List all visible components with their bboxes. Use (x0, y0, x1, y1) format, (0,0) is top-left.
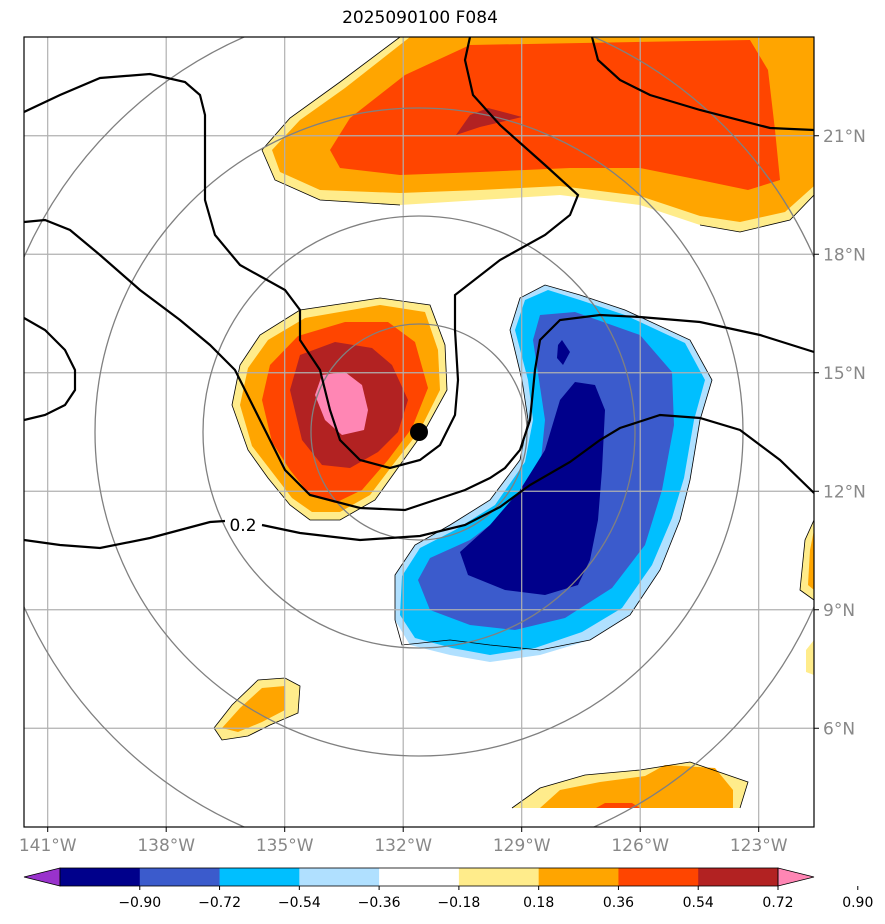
colorbar-extend-min (23, 867, 61, 887)
positive-field-patches (214, 520, 814, 808)
colorbar-label: 0.90 (842, 895, 873, 911)
colorbar-swatch (538, 868, 619, 886)
colorbar-swatch (379, 868, 460, 886)
colorbar-frame (59, 867, 779, 887)
colorbar-label: −0.54 (278, 895, 321, 911)
positive-field-core (232, 298, 447, 520)
x-tick-label: 129°W (493, 836, 551, 856)
y-tick-label: 18°N (823, 245, 866, 265)
colorbar-swatch (299, 868, 380, 886)
colorbar-swatch (698, 868, 779, 886)
colorbar: −0.90 −0.72 −0.54 −0.36 −0.18 0.18 0.36 0.54 0.7… (23, 867, 873, 911)
y-axis-ticks: 6°N 9°N 12°N 15°N 18°N 21°N (814, 127, 866, 739)
x-tick-label: 135°W (256, 836, 314, 856)
colorbar-label: 0.36 (603, 895, 634, 911)
colorbar-label: −0.36 (358, 895, 401, 911)
colorbar-swatch (139, 868, 221, 886)
y-tick-label: 9°N (823, 601, 855, 621)
storm-center-marker (410, 423, 428, 441)
colorbar-label: −0.90 (118, 895, 161, 911)
map-frame (23, 36, 815, 828)
x-tick-label: 132°W (374, 836, 432, 856)
y-tick-label: 21°N (823, 127, 866, 147)
colorbar-label: −0.72 (198, 895, 241, 911)
colorbar-swatch (219, 868, 300, 886)
y-tick-label: 6°N (823, 719, 855, 739)
colorbar-label: 0.72 (762, 895, 793, 911)
x-tick-label: 141°W (19, 836, 77, 856)
x-tick-label: 138°W (137, 836, 195, 856)
range-ring-2 (202, 215, 636, 649)
colorbar-label: 0.18 (523, 895, 554, 911)
x-tick-label: 126°W (611, 836, 669, 856)
contour-label: 0.2 (229, 516, 256, 536)
grid-lines (24, 37, 814, 827)
map-plot-area (24, 37, 814, 827)
thick-contours (24, 37, 814, 550)
x-tick-label: 123°W (730, 836, 788, 856)
colorbar-label: −0.18 (437, 895, 480, 911)
chart-title: 2025090100 F084 (342, 8, 498, 28)
colorbar-swatch (458, 868, 540, 886)
y-tick-label: 12°N (823, 482, 866, 502)
colorbar-swatch (618, 868, 699, 886)
x-axis-ticks: 141°W 138°W 135°W 132°W 129°W 126°W 123°W (19, 827, 788, 856)
positive-field-north (262, 37, 814, 232)
y-tick-label: 15°N (823, 364, 866, 384)
colorbar-swatch (60, 868, 141, 886)
colorbar-label: 0.54 (683, 895, 714, 911)
colorbar-extend-max (777, 867, 815, 887)
